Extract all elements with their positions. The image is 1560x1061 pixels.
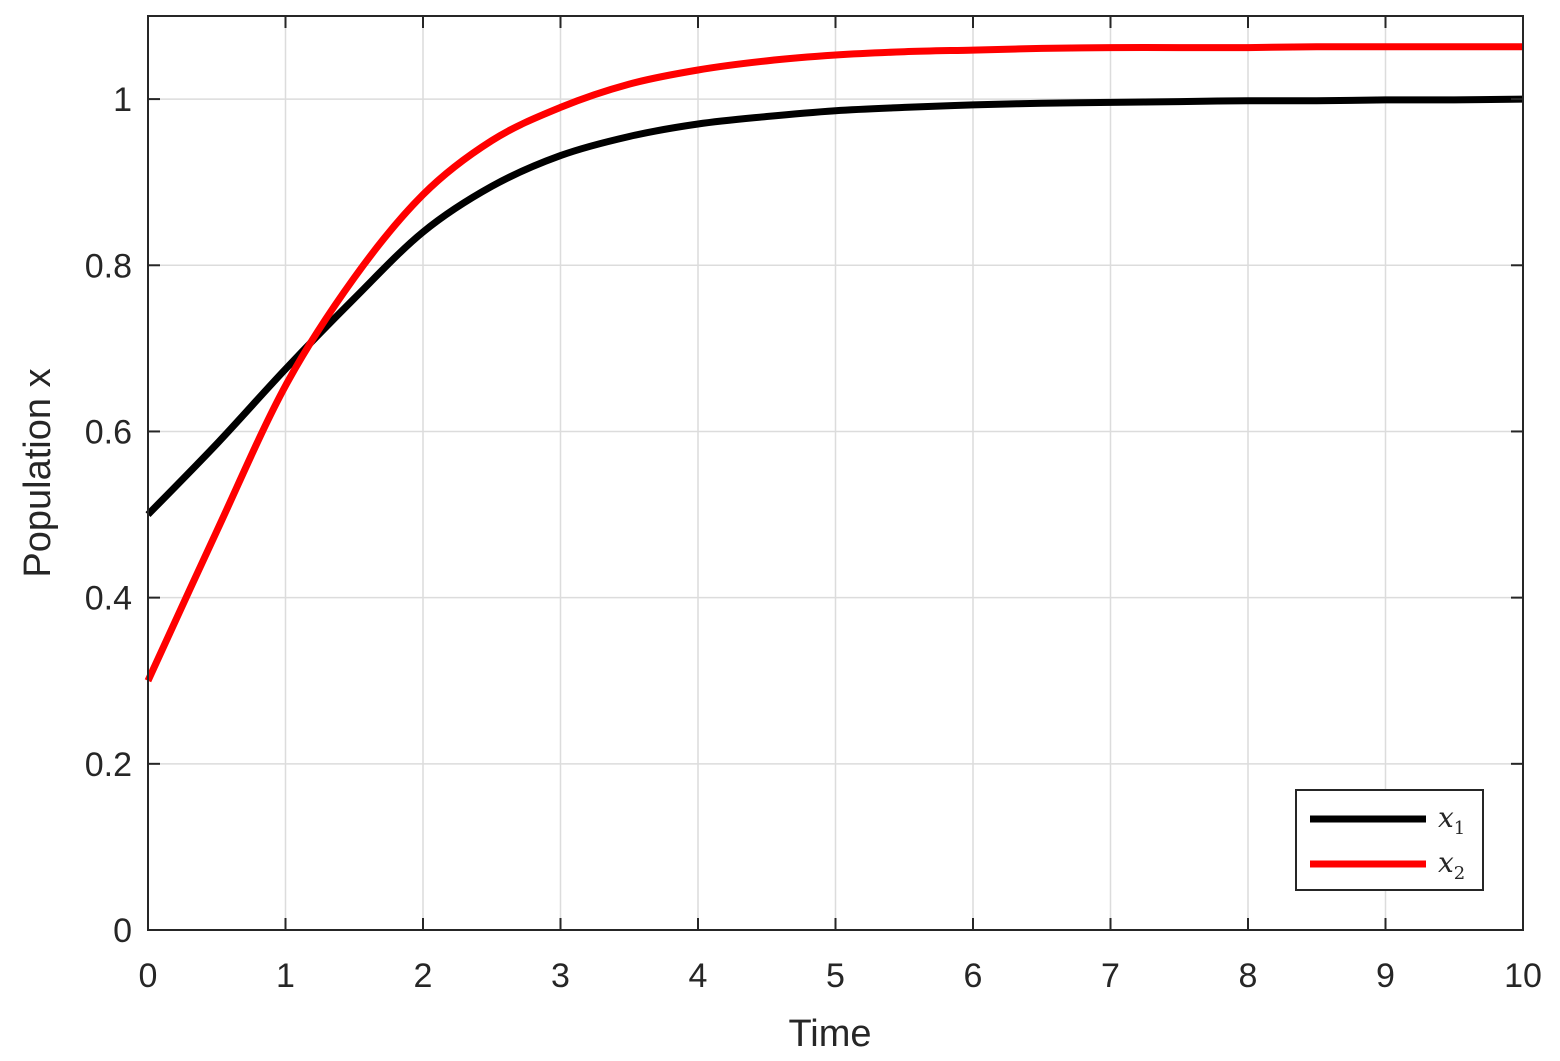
x-tick-label: 9 [1376,957,1395,995]
y-tick-label: 0.4 [85,580,132,618]
legend-label-x2: x2 [1438,846,1465,884]
series-line-x2 [144,43,1523,683]
axis-ticks [147,16,1524,931]
x-tick-label: 8 [1239,957,1258,995]
series-line-x1 [145,95,1524,517]
y-axis-label: Population x [17,368,59,577]
x-tick-label: 1 [276,957,295,995]
x-tick-label: 4 [689,957,708,995]
legend-label-subscript: 2 [1454,863,1465,884]
legend-label-main: x [1438,801,1454,834]
y-tick-label: 0 [113,912,132,950]
y-tick-label: 1 [113,81,132,119]
x-axis-label: Time [788,1013,871,1055]
legend-label-main: x [1438,846,1454,879]
x-tick-label: 5 [826,957,845,995]
x-tick-label: 10 [1504,957,1542,995]
series-lines [144,43,1524,683]
legend-label-x1: x1 [1438,801,1465,839]
legend-box [1295,789,1484,891]
tick-labels: 0 1 2 3 4 5 6 7 8 9 10 0 0.2 0.4 0.6 0.8 1 [85,81,1542,995]
x-tick-label: 3 [551,957,570,995]
x-tick-label: 7 [1101,957,1120,995]
y-tick-label: 0.6 [85,413,132,451]
x-tick-label: 0 [139,957,158,995]
x-tick-label: 2 [414,957,433,995]
legend-label-subscript: 1 [1454,818,1465,839]
y-tick-label: 0.2 [85,746,132,784]
y-tick-label: 0.8 [85,247,132,285]
x-tick-label: 6 [964,957,983,995]
